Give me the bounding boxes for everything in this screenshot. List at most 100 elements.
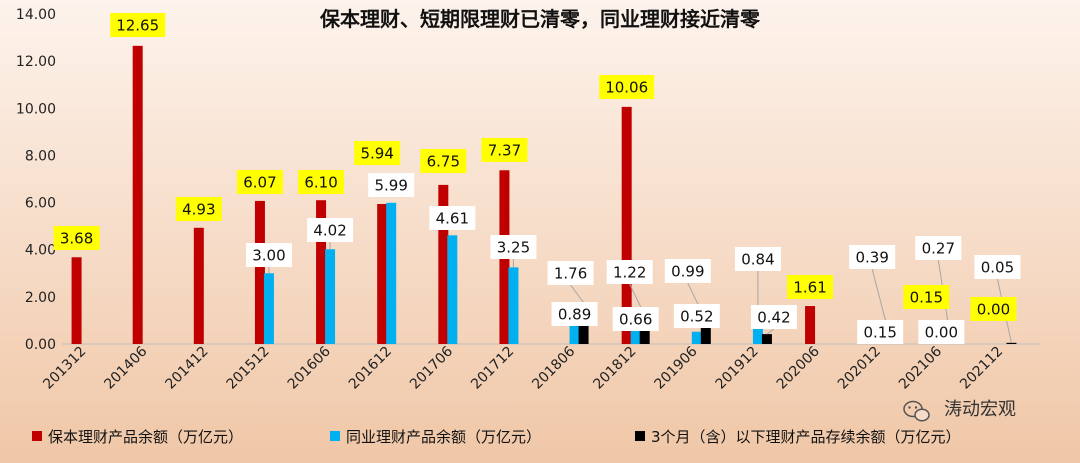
data-label-box — [429, 206, 476, 230]
data-labels-layer: 3.68 12.65 4.93 6.07 6.10 5.94 6.75 7.37 10.06 1.… — [53, 13, 1021, 344]
bar — [325, 249, 336, 344]
data-label: 1.76 — [554, 265, 587, 283]
bar — [630, 328, 641, 344]
data-label: 3.68 — [60, 230, 93, 248]
data-label-box — [175, 197, 222, 221]
data-label: 3.25 — [497, 239, 530, 257]
bar — [569, 323, 580, 344]
chart-title: 保本理财、短期限理财已清零，同业理财接近清零 — [319, 7, 761, 31]
bar — [1006, 342, 1017, 344]
y-tick-label: 0.00 — [25, 337, 56, 353]
data-label-box — [481, 138, 528, 162]
data-label-box — [903, 285, 950, 309]
legend-item: 3个月（含）以下理财产品存续余额（万亿元） — [635, 428, 961, 446]
data-label: 6.75 — [427, 153, 460, 171]
bar — [263, 273, 274, 344]
data-label-box — [606, 260, 653, 284]
data-label: 4.61 — [436, 210, 469, 228]
data-label-box — [612, 307, 659, 331]
bar — [193, 227, 204, 344]
data-label: 1.61 — [793, 279, 826, 297]
legend-swatch — [635, 431, 645, 441]
data-label: 4.93 — [182, 201, 215, 219]
data-label: 0.84 — [741, 251, 774, 269]
y-tick-label: 10.00 — [16, 101, 56, 117]
bar — [691, 331, 702, 344]
data-label-box — [307, 218, 354, 242]
bar — [761, 334, 772, 344]
data-label-box — [970, 297, 1017, 321]
data-label-box — [236, 170, 283, 194]
data-label-box — [849, 245, 896, 269]
bar — [316, 200, 327, 344]
legend-label: 同业理财产品余额（万亿元） — [346, 428, 541, 446]
y-tick-label: 6.00 — [25, 196, 56, 212]
y-tick-label: 14.00 — [16, 7, 56, 23]
data-label-box — [53, 226, 100, 250]
data-label-box — [490, 235, 537, 259]
legend-label: 3个月（含）以下理财产品存续余额（万亿元） — [651, 428, 961, 446]
data-label-box — [918, 320, 965, 344]
bar — [377, 203, 388, 344]
legend-item: 保本理财产品余额（万亿元） — [32, 428, 243, 446]
watermark: 涛动宏观 — [903, 399, 1016, 422]
legend-label: 保本理财产品余额（万亿元） — [48, 428, 243, 446]
data-label: 12.65 — [116, 17, 159, 35]
bar — [254, 200, 265, 344]
bar — [700, 320, 711, 344]
data-label: 0.42 — [757, 309, 790, 327]
data-label: 7.37 — [488, 142, 521, 160]
data-label: 3.00 — [252, 247, 285, 265]
data-label: 6.07 — [243, 174, 276, 192]
data-label: 0.05 — [981, 259, 1014, 277]
data-label: 0.39 — [855, 249, 888, 267]
leader-line — [766, 328, 775, 335]
data-label-box — [673, 304, 720, 328]
bar — [132, 45, 143, 344]
data-label-box — [368, 173, 415, 197]
data-label: 6.10 — [304, 174, 337, 192]
bar — [438, 184, 449, 344]
data-label-box — [734, 247, 781, 271]
data-label: 5.94 — [360, 145, 393, 163]
data-label-box — [245, 243, 292, 267]
data-label-box — [664, 259, 711, 283]
bar — [71, 257, 82, 344]
data-label-box — [547, 261, 594, 285]
data-label: 0.15 — [863, 324, 896, 342]
data-label: 0.27 — [922, 240, 955, 258]
data-label-box — [551, 302, 598, 326]
data-label-box — [354, 141, 401, 165]
data-label: 0.89 — [558, 306, 591, 324]
data-label-box — [599, 75, 655, 99]
leader-line — [570, 284, 584, 303]
data-label-box — [750, 305, 797, 329]
data-label: 4.02 — [313, 222, 346, 240]
data-label: 1.22 — [613, 264, 646, 282]
bar — [805, 306, 816, 344]
y-axis: 0.00 2.00 4.00 6.00 8.00 10.00 12.00 14.00 — [16, 7, 1040, 353]
data-label-box — [857, 320, 904, 344]
bar — [386, 202, 397, 344]
bar — [447, 235, 458, 344]
data-label: 0.99 — [671, 263, 704, 281]
data-label-box — [787, 275, 834, 299]
data-label-box — [915, 236, 962, 260]
data-label: 0.00 — [925, 324, 958, 342]
legend-item: 同业理财产品余额（万亿元） — [330, 428, 541, 446]
legend-swatch — [330, 431, 340, 441]
data-label-box — [974, 255, 1021, 279]
y-tick-label: 4.00 — [25, 243, 56, 259]
bar — [621, 106, 632, 344]
y-tick-label: 2.00 — [25, 290, 56, 306]
legend-swatch — [32, 431, 42, 441]
data-label-box — [420, 149, 467, 173]
y-tick-label: 12.00 — [16, 54, 56, 70]
data-label: 0.52 — [680, 308, 713, 326]
y-tick-label: 8.00 — [25, 148, 56, 164]
data-label-box — [298, 170, 345, 194]
bar — [752, 324, 763, 344]
